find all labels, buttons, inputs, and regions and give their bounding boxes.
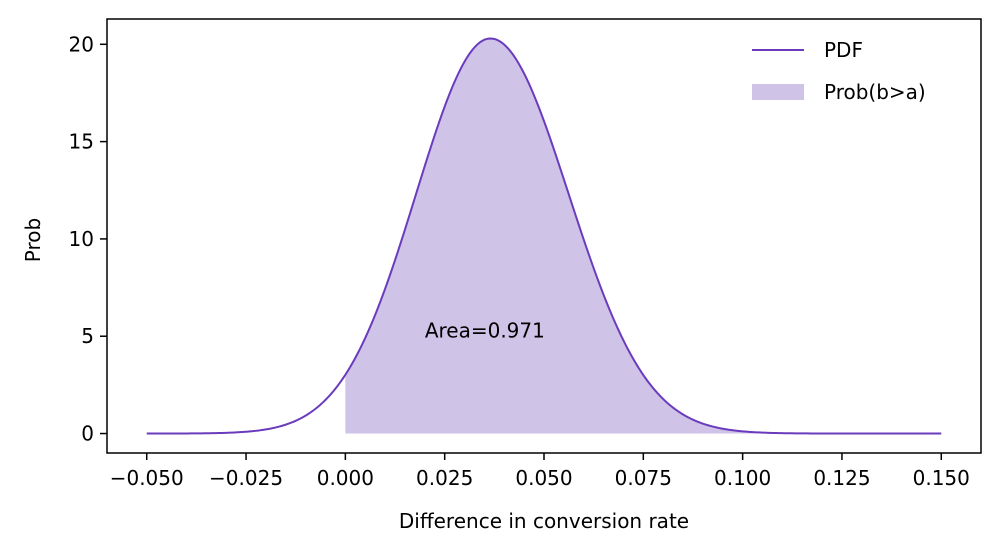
x-tick-label: −0.025 [209, 466, 283, 490]
x-tick-label: 0.100 [714, 466, 771, 490]
x-ticks: −0.050 −0.025 0.000 0.025 0.050 0.075 0.100 0.1… [110, 453, 970, 490]
x-tick-label: −0.050 [110, 466, 184, 490]
legend: PDF Prob(b>a) [752, 38, 926, 104]
y-tick-label: 10 [69, 227, 94, 251]
y-axis-label: Prob [21, 218, 45, 262]
x-axis-label: Difference in conversion rate [399, 509, 689, 533]
legend-pdf-label: PDF [824, 38, 863, 62]
x-tick-label: 0.025 [416, 466, 473, 490]
pdf-line-layer [146, 37, 942, 435]
x-tick-label: 0.075 [615, 466, 672, 490]
y-tick-label: 15 [69, 130, 94, 154]
x-tick-label: 0.050 [515, 466, 572, 490]
x-tick-label: 0.150 [913, 466, 970, 490]
x-tick-label: 0.125 [813, 466, 870, 490]
y-ticks: 0 5 10 15 20 [69, 32, 107, 446]
pdf-line [146, 37, 942, 435]
area-annotation: Area=0.971 [425, 318, 545, 342]
legend-prob-label: Prob(b>a) [824, 80, 926, 104]
y-tick-label: 20 [69, 32, 94, 56]
prob-fill-area [345, 38, 942, 434]
y-tick-label: 5 [81, 324, 94, 348]
prob-fill-layer [345, 38, 942, 434]
legend-prob-swatch [752, 84, 804, 100]
y-tick-label: 0 [81, 422, 94, 446]
x-tick-label: 0.000 [317, 466, 374, 490]
